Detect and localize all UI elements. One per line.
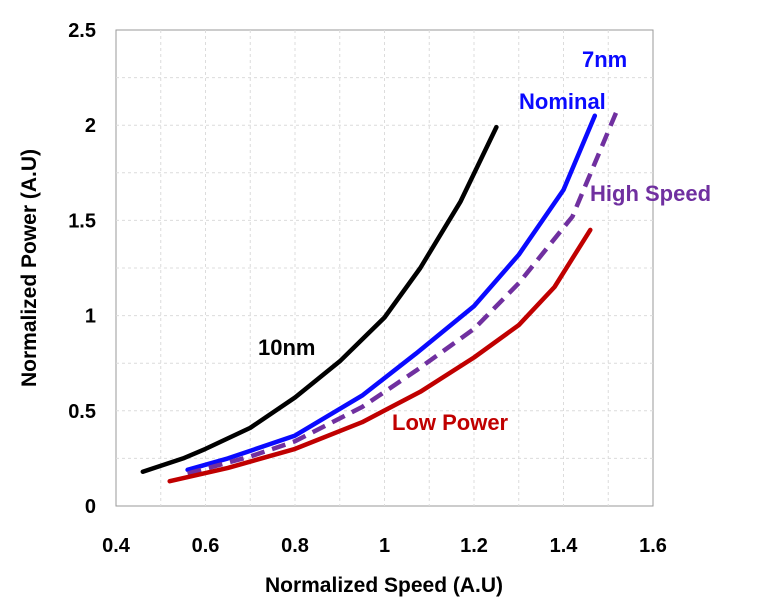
x-tick-label: 1.6 — [639, 535, 667, 557]
y-tick-label: 1.5 — [68, 210, 96, 232]
series-lines — [140, 109, 620, 484]
y-tick-label: 2 — [85, 115, 96, 137]
x-tick-label: 1.2 — [460, 535, 488, 557]
x-tick-label: 0.4 — [102, 535, 131, 557]
y-tick-labels: 0 0.5 1 1.5 2 2.5 — [68, 20, 96, 518]
series-line-nominal — [185, 113, 598, 473]
label-nominal: Nominal — [519, 89, 606, 114]
x-axis-title: Normalized Speed (A.U) — [265, 574, 503, 597]
x-tick-label: 0.8 — [281, 535, 309, 557]
y-tick-label: 1 — [85, 306, 96, 328]
series-line-high-speed — [187, 109, 620, 476]
y-tick-label: 0.5 — [68, 401, 96, 423]
x-tick-label: 1.4 — [550, 535, 579, 557]
y-tick-label: 0 — [85, 496, 96, 518]
label-7nm: 7nm — [582, 47, 627, 72]
x-tick-label: 1 — [379, 535, 390, 557]
label-low-power: Low Power — [392, 410, 509, 435]
x-tick-labels: 0.4 0.6 0.8 1 1.2 1.4 1.6 — [102, 535, 667, 557]
series-line-low-power — [167, 227, 593, 484]
series-line-10nm — [140, 124, 499, 474]
x-tick-label: 0.6 — [192, 535, 220, 557]
y-tick-label: 2.5 — [68, 20, 96, 42]
label-high-speed: High Speed — [590, 181, 711, 206]
y-axis-title: Normalized Power (A.U) — [18, 149, 41, 387]
label-10nm: 10nm — [258, 335, 315, 360]
